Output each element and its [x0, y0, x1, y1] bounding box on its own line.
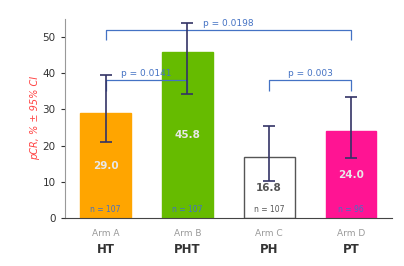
Text: 29.0: 29.0: [93, 160, 118, 171]
Bar: [80, 113, 131, 218]
Text: n = 107: n = 107: [254, 205, 284, 214]
Text: 24.0: 24.0: [338, 170, 364, 180]
Text: p = 0.0198: p = 0.0198: [203, 19, 254, 28]
Text: Arm D: Arm D: [337, 229, 365, 238]
Text: n = 107: n = 107: [172, 205, 202, 214]
Y-axis label: pCR, % ± 95% CI: pCR, % ± 95% CI: [30, 76, 40, 160]
Text: n = 96: n = 96: [338, 205, 364, 214]
Text: Arm C: Arm C: [255, 229, 283, 238]
Text: Arm B: Arm B: [174, 229, 201, 238]
Bar: [326, 131, 377, 218]
Text: HT: HT: [97, 243, 115, 256]
Bar: [244, 157, 295, 218]
Text: p = 0.0141: p = 0.0141: [121, 69, 172, 78]
Text: 45.8: 45.8: [175, 130, 200, 140]
Text: PT: PT: [343, 243, 359, 256]
Text: Arm A: Arm A: [92, 229, 119, 238]
Text: PHT: PHT: [174, 243, 201, 256]
Text: 16.8: 16.8: [256, 183, 282, 193]
Text: PH: PH: [260, 243, 278, 256]
Text: n = 107: n = 107: [90, 205, 121, 214]
Bar: [162, 52, 213, 218]
Text: p = 0.003: p = 0.003: [288, 69, 332, 78]
